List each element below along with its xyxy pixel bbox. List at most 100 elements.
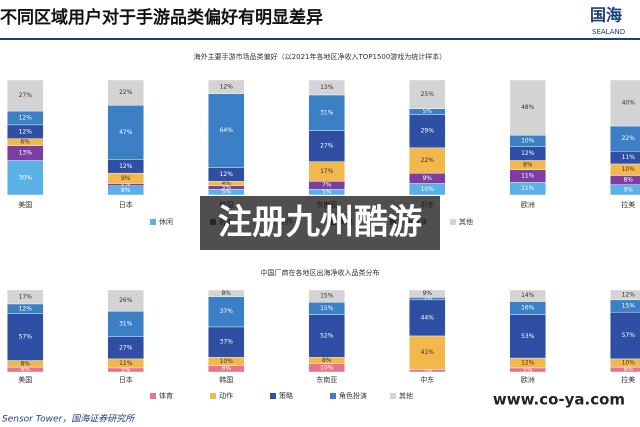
bar-segment — [107, 289, 144, 312]
bar-segment — [308, 289, 345, 303]
data-label: 2% — [121, 181, 131, 188]
data-label: 25% — [421, 91, 435, 98]
header-rule — [0, 38, 640, 40]
source: Sensor Tower，国海证券研究所 — [2, 414, 136, 425]
data-label: 12% — [19, 305, 33, 312]
data-label: 5% — [422, 108, 432, 115]
data-label: 27% — [19, 92, 33, 99]
watermark: 注册九州酷游 — [218, 203, 422, 243]
legend-label: 其他 — [399, 391, 413, 400]
bar-segment — [610, 311, 640, 360]
x-tick-label: 日本 — [119, 200, 133, 209]
slide-title: 不同区域用户对于手游品类偏好有明显差异 — [0, 7, 323, 28]
data-label: 5% — [523, 366, 533, 373]
bar-segment — [509, 314, 546, 359]
data-label: 9% — [121, 175, 131, 182]
x-tick-label: 东南亚 — [316, 375, 337, 384]
data-label: 9% — [422, 290, 432, 297]
data-label: 3% — [422, 295, 432, 302]
data-label: 27% — [119, 344, 133, 351]
bar-segment — [308, 94, 345, 131]
legend-swatch — [210, 393, 216, 399]
data-label: 44% — [421, 314, 435, 321]
data-label: 57% — [622, 332, 636, 339]
data-label: 3% — [221, 184, 231, 191]
x-tick-label: 中东 — [420, 375, 434, 384]
data-label: 17% — [320, 168, 334, 175]
x-tick-label: 日本 — [119, 375, 133, 384]
legend-swatch — [270, 393, 276, 399]
legend-swatch — [450, 219, 456, 225]
data-label: 10% — [622, 166, 636, 173]
bar-segment — [610, 79, 640, 127]
data-label: 12% — [19, 114, 33, 121]
data-label: 15% — [622, 302, 636, 309]
legend-label: 策略 — [279, 391, 293, 400]
data-label: 40% — [622, 100, 636, 107]
data-label: 11% — [119, 360, 133, 367]
data-label: 6% — [20, 366, 30, 373]
data-label: 31% — [320, 109, 334, 116]
data-label: 64% — [220, 127, 234, 134]
data-label: 6% — [623, 366, 633, 373]
data-label: 10% — [622, 359, 636, 366]
x-tick-label: 拉美 — [621, 200, 635, 209]
data-label: 12% — [622, 291, 636, 298]
legend-label: 体育 — [159, 391, 173, 400]
x-tick-label: 欧洲 — [521, 375, 535, 384]
data-label: 5% — [322, 189, 332, 196]
bar-segment — [308, 314, 345, 358]
url-box — [478, 386, 640, 412]
bar-segment — [610, 125, 640, 152]
data-label: 6% — [20, 139, 30, 146]
data-label: 22% — [119, 89, 133, 96]
bar-segment — [409, 299, 446, 337]
legend-swatch — [330, 393, 336, 399]
data-label: 10% — [320, 364, 334, 371]
data-label: 12% — [521, 150, 535, 157]
bar-segment — [208, 93, 245, 168]
data-label: 29% — [421, 128, 435, 135]
legend-label: 动作 — [219, 391, 233, 400]
data-label: 53% — [521, 333, 535, 340]
x-tick-label: 美国 — [18, 375, 32, 384]
data-label: 9% — [623, 186, 633, 193]
data-label: 4% — [221, 180, 231, 187]
data-label: 31% — [119, 321, 133, 328]
data-label: 10% — [521, 137, 535, 144]
data-label: 10% — [421, 186, 435, 193]
data-label: 37% — [220, 308, 234, 315]
data-label: 7% — [322, 182, 332, 189]
watermark-box — [200, 196, 440, 250]
data-label: 12% — [119, 163, 133, 170]
legend-swatch — [390, 393, 396, 399]
bar-segment — [7, 289, 44, 305]
data-label: 52% — [320, 332, 334, 339]
data-label: 15% — [320, 293, 334, 300]
data-label: 15% — [320, 305, 334, 312]
data-label: 57% — [19, 334, 33, 341]
data-label: 41% — [421, 349, 435, 356]
data-label: 8% — [121, 187, 131, 194]
bar-segment — [208, 79, 245, 95]
data-label: 8% — [221, 290, 231, 297]
data-label: 14% — [521, 292, 535, 299]
data-label: 8% — [523, 162, 533, 169]
bar-segment — [610, 289, 640, 301]
legend-swatch — [150, 393, 156, 399]
chart-title: 中国厂商在各地区出海净收入品类分布 — [261, 268, 380, 277]
data-label: 10% — [220, 358, 234, 365]
data-label: 11% — [521, 173, 535, 180]
data-label: 12% — [19, 128, 33, 135]
data-label: 26% — [119, 297, 133, 304]
data-label: 5% — [121, 366, 131, 373]
legend-swatch — [150, 219, 156, 225]
data-label: 8% — [322, 357, 332, 364]
data-label: 37% — [220, 339, 234, 346]
legend-label: 角色扮演 — [339, 391, 367, 400]
logo-sub: SEALAND — [592, 28, 625, 36]
data-label: 12% — [220, 83, 234, 90]
chart-title: 海外主要手游市场品类偏好（以2021年各地区净收入TOP1500游戏为统计样本） — [194, 52, 447, 61]
bar-segment — [409, 289, 446, 298]
